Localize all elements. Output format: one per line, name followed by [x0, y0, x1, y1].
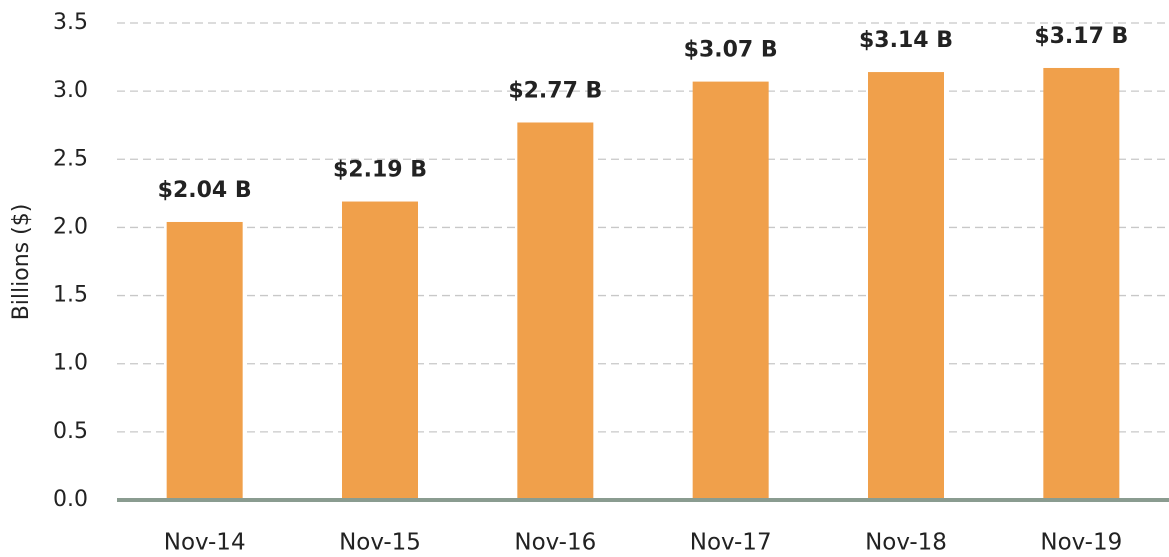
x-tick-label: Nov-16 [514, 530, 596, 556]
x-tick-label: Nov-14 [164, 530, 246, 556]
bar [868, 72, 944, 500]
y-tick-label: 0.0 [53, 487, 88, 512]
bar [517, 122, 594, 500]
y-axis-label: Billions ($) [9, 204, 34, 321]
value-label: $2.04 B [158, 178, 252, 203]
y-tick-label: 3.0 [53, 78, 88, 103]
bar [166, 221, 243, 500]
x-tick-label: Nov-17 [690, 530, 772, 556]
value-label: $2.19 B [333, 158, 427, 183]
value-label: $2.77 B [508, 78, 602, 103]
y-tick-label: 1.0 [53, 351, 88, 376]
y-tick-label: 2.5 [53, 146, 88, 171]
bar [1043, 67, 1120, 500]
value-label: $3.07 B [684, 38, 778, 63]
y-tick-label: 0.5 [53, 419, 88, 444]
value-label: $3.14 B [859, 28, 953, 53]
x-tick-label: Nov-18 [865, 530, 947, 556]
value-label: $3.17 B [1034, 24, 1128, 49]
y-tick-label: 1.5 [53, 283, 88, 308]
y-tick-label: 2.0 [53, 214, 88, 239]
bar [342, 201, 418, 500]
y-tick-label: 3.5 [53, 10, 88, 35]
x-tick-label: Nov-19 [1040, 530, 1122, 556]
x-tick-label: Nov-15 [339, 530, 421, 556]
bar [692, 81, 769, 501]
